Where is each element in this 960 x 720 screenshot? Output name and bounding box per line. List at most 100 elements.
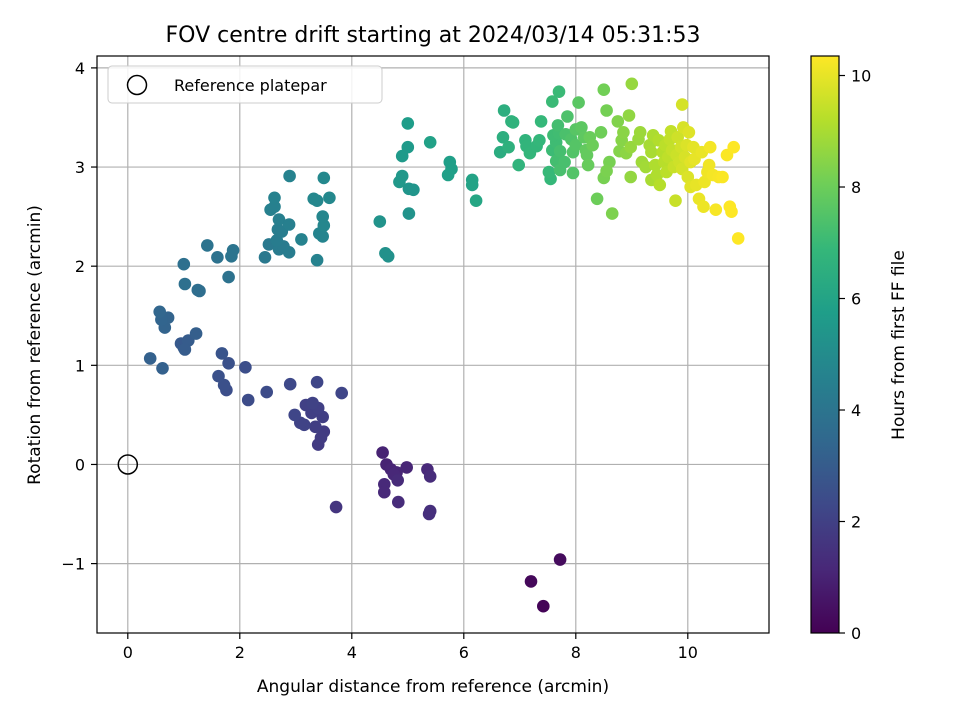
scatter-point: [497, 104, 511, 117]
y-tick-label: 4: [75, 59, 85, 78]
colorbar-tick-label: 4: [851, 401, 861, 420]
scatter-point: [283, 377, 297, 391]
colorbar-tick-label: 10: [851, 67, 871, 86]
scatter-point: [400, 461, 414, 474]
scatter-point: [178, 343, 192, 356]
scatter-point: [546, 95, 559, 108]
scatter-point: [295, 233, 308, 246]
scatter-point: [335, 386, 349, 400]
scatter-point: [716, 170, 729, 184]
scatter-point: [551, 119, 565, 132]
x-tick-label: 4: [347, 643, 357, 662]
scatter-point: [153, 305, 166, 319]
scatter-point: [622, 109, 636, 122]
colorbar-gradient: [810, 55, 840, 634]
scatter-point: [580, 148, 594, 162]
colorbar: 0 2 4 6 8 10 Hours from first FF file: [810, 55, 909, 643]
y-tick-label: 1: [75, 356, 85, 375]
reference-marker-layer: [117, 454, 139, 475]
y-tick-label: 2: [75, 257, 85, 276]
scatter-point: [569, 138, 583, 152]
scatter-point: [401, 117, 415, 130]
scatter-point: [407, 183, 420, 197]
scatter-point: [702, 158, 716, 172]
scatter-point: [283, 169, 296, 183]
scatter-point: [378, 485, 391, 499]
scatter-point: [392, 495, 405, 509]
scatter-point: [156, 362, 169, 375]
scatter-point: [395, 149, 409, 163]
scatter-point: [671, 131, 684, 144]
scatter-point: [465, 178, 479, 192]
scatter-point: [469, 194, 483, 207]
scatter-point: [496, 131, 510, 144]
scatter-point: [533, 134, 546, 147]
scatter-point: [558, 155, 571, 169]
y-tick-label: −1: [61, 555, 85, 574]
scatter-point: [258, 250, 272, 264]
scatter-point: [697, 200, 710, 213]
scatter-point: [709, 203, 723, 216]
y-axis-label: Rotation from reference (arcmin): [25, 205, 45, 485]
scatter-point: [306, 396, 319, 410]
scatter-point: [441, 168, 455, 182]
scatter-point: [222, 270, 235, 284]
scatter-point: [191, 283, 205, 297]
scatter-point: [586, 138, 599, 152]
scatter-point: [226, 244, 240, 257]
scatter-point: [282, 246, 296, 259]
scatter-point: [633, 126, 647, 139]
scatter-point: [178, 277, 192, 291]
scatter-point: [575, 121, 588, 134]
scatter-point: [323, 191, 336, 205]
colorbar-tick-label: 0: [851, 624, 861, 643]
scatter-point: [625, 77, 639, 91]
scatter-point: [316, 210, 330, 223]
scatter-point: [381, 249, 395, 263]
scatter-point: [542, 165, 556, 179]
scatter-point: [260, 385, 274, 399]
scatter-point: [268, 200, 281, 213]
scatter-point: [600, 164, 613, 178]
scatter-point: [597, 83, 611, 96]
x-tick-label: 2: [235, 643, 245, 662]
scatter-point: [512, 158, 525, 172]
scatter-point: [268, 191, 281, 205]
scatter-point: [288, 408, 302, 422]
scatter-point: [645, 145, 658, 159]
scatter-point: [282, 218, 296, 231]
scatter-point: [423, 470, 437, 483]
scatter-point: [561, 110, 574, 123]
scatter-point: [553, 553, 567, 566]
colorbar-ticks: 0 2 4 6 8 10: [839, 67, 871, 643]
scatter-point: [617, 126, 630, 139]
scatter-point: [272, 213, 286, 226]
y-axis-ticks: −1 0 1 2 3 4: [61, 59, 97, 574]
scatter-point: [731, 232, 745, 245]
scatter-point: [391, 474, 405, 487]
x-axis-ticks: 0 2 4 6 8 10: [123, 633, 698, 662]
scatter-point: [177, 257, 191, 271]
scatter-point: [590, 192, 604, 206]
data-points: [143, 77, 745, 613]
scatter-point: [605, 207, 619, 220]
scatter-point: [189, 327, 203, 340]
y-tick-label: 3: [75, 158, 85, 177]
scatter-point: [572, 96, 585, 109]
scatter-point: [402, 207, 416, 220]
scatter-point: [143, 352, 157, 365]
scatter-point: [624, 170, 637, 184]
scatter-point: [506, 116, 520, 129]
scatter-point: [650, 168, 664, 182]
scatter-point: [310, 194, 324, 207]
legend-open-circle-icon: [126, 74, 148, 96]
reference-platepar-marker: [117, 454, 139, 475]
chart-title: FOV centre drift starting at 2024/03/14 …: [166, 23, 701, 48]
scatter-point: [215, 347, 229, 360]
scatter-point: [373, 215, 387, 228]
x-tick-label: 6: [459, 643, 469, 662]
scatter-point: [553, 144, 567, 158]
scatter-point: [239, 361, 252, 374]
scatter-point: [600, 104, 613, 117]
